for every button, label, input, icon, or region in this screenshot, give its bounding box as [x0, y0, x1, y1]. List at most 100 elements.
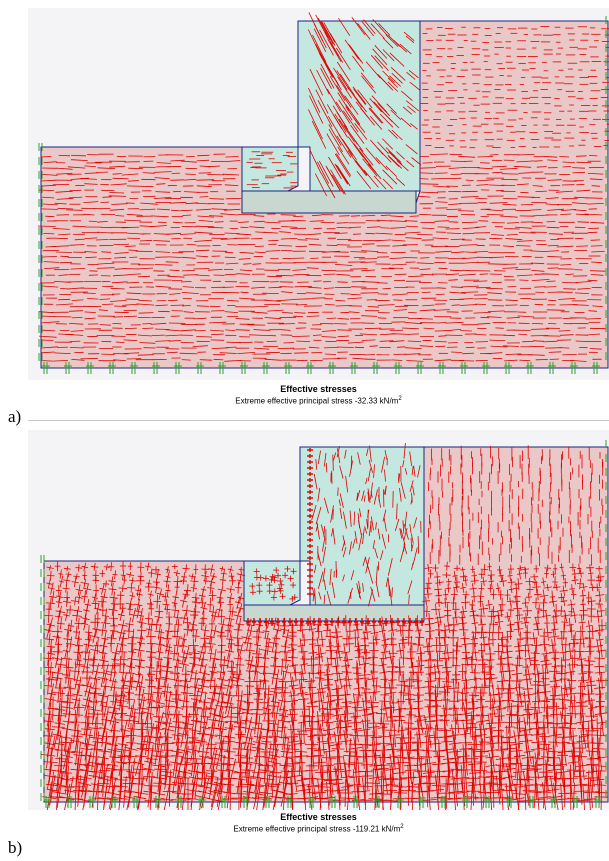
stress-cross — [588, 707, 598, 709]
stress-dash — [461, 221, 478, 224]
stress-dash — [294, 352, 309, 354]
stress-cross — [116, 643, 127, 646]
stress-diagonal — [335, 47, 351, 71]
stress-dash — [405, 225, 419, 228]
stress-cross — [284, 736, 299, 738]
stress-cross — [334, 678, 347, 682]
stress-dash — [243, 263, 252, 265]
stress-dash — [198, 220, 214, 222]
stress-diagonal — [385, 165, 397, 177]
stress-diagonal — [377, 102, 390, 117]
stress-dash — [84, 237, 98, 239]
stress-dash — [108, 195, 127, 197]
stress-cross — [222, 740, 235, 743]
stress-dash — [55, 251, 73, 253]
stress-dash — [219, 352, 237, 354]
stress-cross — [467, 714, 480, 717]
stress-dash — [84, 251, 98, 253]
stress-cross — [513, 720, 524, 724]
stress-cross — [380, 651, 389, 654]
stress-dash — [589, 178, 603, 181]
stress-cross — [182, 593, 190, 596]
stress-diagonal — [388, 156, 400, 167]
stress-cross — [359, 662, 370, 666]
stress-dash — [308, 250, 326, 253]
stress-dash — [420, 273, 434, 276]
stress-cross — [497, 644, 507, 647]
stress-dash — [182, 305, 191, 307]
stress-cross — [128, 651, 137, 653]
stress-diagonal — [337, 76, 352, 99]
panel-a-unit: kN/m — [379, 396, 399, 406]
stress-cross — [75, 589, 83, 592]
stress-cross — [169, 652, 179, 655]
stress-cross — [80, 582, 90, 585]
stress-cross — [485, 604, 493, 606]
stress-dash — [74, 238, 85, 241]
stress-cross — [207, 697, 218, 701]
stress-dash — [280, 329, 291, 331]
stress-dash — [390, 215, 404, 218]
stress-dash — [361, 250, 379, 252]
stress-cross — [198, 671, 210, 676]
stress-diagonal — [344, 95, 359, 115]
stress-diagonal — [334, 113, 347, 133]
stress-dash — [349, 268, 368, 270]
stress-cross — [250, 713, 264, 715]
stress-cross — [576, 740, 587, 742]
stress-dash — [166, 351, 178, 354]
stress-dash — [477, 167, 493, 170]
stress-cross — [559, 589, 569, 592]
stress-cross — [484, 727, 496, 730]
stress-dash — [361, 281, 379, 283]
stress-dash — [351, 286, 367, 288]
stress-cross — [60, 754, 73, 758]
stress-diagonal — [373, 175, 387, 190]
stress-dash — [422, 162, 433, 164]
stress-dash — [570, 360, 587, 362]
stress-dash — [40, 315, 56, 317]
stress-dash — [408, 333, 420, 335]
stress-cross — [333, 645, 341, 648]
stress-dash — [340, 311, 350, 314]
stress-cross — [46, 623, 56, 627]
stress-dash — [55, 303, 73, 306]
stress-dash — [193, 268, 210, 270]
stress-dash — [326, 244, 338, 247]
stress-diagonal — [391, 129, 403, 141]
stress-diagonal — [317, 100, 333, 127]
stress-cross — [135, 755, 149, 758]
stress-diagonal — [370, 23, 385, 39]
stress-dash — [155, 285, 172, 288]
stress-cross — [307, 734, 318, 738]
stress-dash — [437, 226, 450, 228]
stress-cross — [596, 576, 605, 578]
stress-cross — [162, 645, 172, 649]
stress-dash — [547, 208, 565, 211]
stress-cross — [406, 714, 417, 716]
stress-dash — [279, 286, 294, 288]
stress-cross — [91, 602, 100, 605]
stress-dash — [391, 333, 409, 335]
stress-diagonal — [353, 117, 366, 133]
stress-cross — [558, 596, 565, 599]
stress-dash — [197, 154, 210, 157]
stress-cross — [294, 686, 306, 689]
stress-dash — [531, 279, 550, 281]
stress-dash — [123, 315, 138, 318]
stress-dash — [238, 258, 251, 260]
stress-dash — [304, 233, 322, 236]
stress-diagonal — [338, 99, 353, 121]
stress-cross — [451, 664, 461, 667]
stress-cross — [393, 719, 406, 722]
stress-dash — [196, 185, 212, 188]
stress-cross — [244, 649, 256, 652]
stress-cross — [235, 733, 246, 736]
stress-dash — [153, 240, 171, 242]
stress-cross — [84, 631, 93, 634]
stress-dash — [450, 160, 466, 162]
stress-dash — [334, 264, 353, 266]
stress-cross — [90, 565, 99, 568]
stress-diagonal — [390, 67, 406, 81]
stress-cross — [440, 602, 450, 604]
